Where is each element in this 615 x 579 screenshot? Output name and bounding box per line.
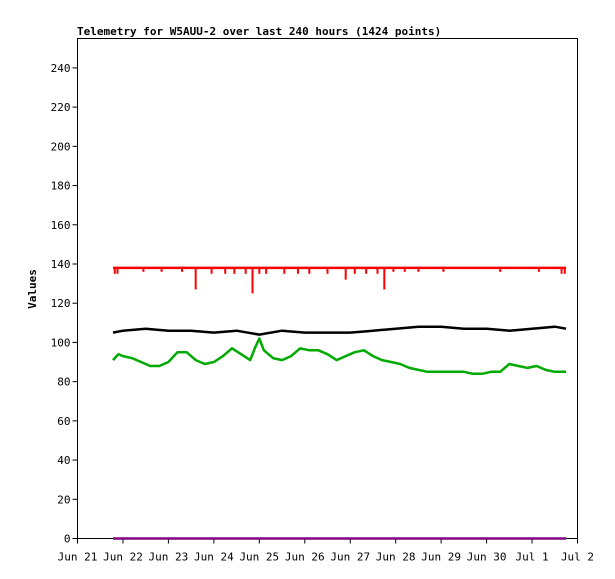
- chart-title: Telemetry for W5AUU-2 over last 240 hour…: [77, 25, 441, 38]
- y-tick-label: 100: [51, 336, 71, 349]
- y-tick-label: 240: [51, 62, 71, 75]
- y-tick-label: 120: [51, 297, 71, 310]
- x-tick-label: Jul 1: [515, 551, 548, 564]
- y-tick-label: 180: [51, 180, 71, 193]
- y-tick-label: 40: [57, 454, 70, 467]
- series-1-line: [112, 325, 567, 336]
- y-tick-label: 140: [51, 258, 71, 271]
- y-tick-label: 220: [51, 101, 71, 114]
- y-tick-label: 60: [57, 415, 70, 428]
- series-2-line: [112, 337, 567, 376]
- x-tick-label: Jun 25: [239, 551, 279, 564]
- x-tick-label: Jun 28: [376, 551, 416, 564]
- x-tick-label: Jun 26: [285, 551, 325, 564]
- x-tick-label: Jun 27: [330, 551, 370, 564]
- x-tick-label: Jun 29: [421, 551, 461, 564]
- y-axis-label: Values: [26, 269, 39, 309]
- y-axis-ticks: 0 20 40 60 80 100 120 140 160 180 200 220 240: [51, 62, 78, 546]
- y-tick-label: 80: [57, 376, 70, 389]
- y-tick-label: 20: [57, 493, 70, 506]
- x-tick-label: Jun 30: [467, 551, 507, 564]
- y-tick-label: 160: [51, 219, 71, 232]
- x-tick-label: Jun 23: [149, 551, 189, 564]
- x-axis-ticks: Jun 21 Jun 22 Jun 23 Jun 24 Jun 25 Jun 26 Jun …: [58, 538, 594, 564]
- x-tick-label: Jun 21: [58, 551, 98, 564]
- x-tick-label: Jul 2: [561, 551, 594, 564]
- series-layer: [112, 266, 567, 540]
- x-tick-label: Jun 22: [103, 551, 143, 564]
- y-tick-label: 0: [64, 533, 71, 546]
- y-tick-label: 200: [51, 140, 71, 153]
- x-tick-label: Jun 24: [194, 551, 234, 564]
